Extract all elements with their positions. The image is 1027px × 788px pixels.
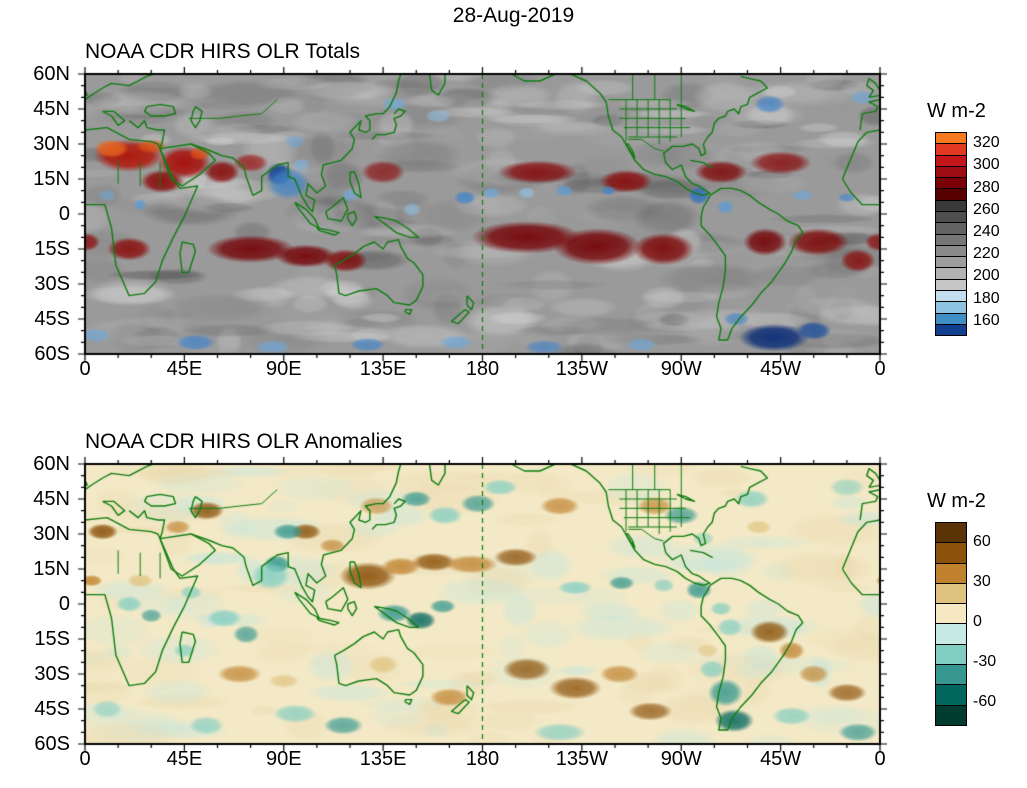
colorbar-segment: [936, 313, 966, 325]
colorbar-segment: [936, 245, 966, 258]
colorbar-tick-label: 0: [973, 613, 982, 630]
colorbar-segment: [936, 604, 966, 625]
lat-tick-label: 60S: [34, 733, 70, 755]
lon-tick-label: 45E: [166, 358, 203, 380]
colorbar-segment: [936, 223, 966, 235]
colorbar-segment: [936, 624, 966, 645]
colorbar-segment: [936, 211, 966, 224]
lat-tick-label: 45N: [33, 98, 70, 120]
lon-tick-label: 180: [465, 358, 500, 380]
colorbar-segment: [936, 279, 966, 291]
colorbar-scale: [935, 522, 967, 726]
lat-tick-label: 15S: [34, 238, 70, 260]
colorbar-tick-label: 240: [973, 223, 1000, 240]
lat-tick-label: 0: [58, 203, 70, 225]
colorbar-segment: [936, 705, 966, 725]
lon-tick-label: 90E: [265, 358, 302, 380]
lon-tick-label: 135E: [359, 358, 407, 380]
colorbar-segment: [936, 144, 966, 156]
colorbar-units-label: W m-2: [927, 100, 986, 122]
colorbar-tick-label: -30: [973, 653, 997, 670]
colorbar-segment: [936, 523, 966, 544]
lon-tick-label: 0: [874, 358, 886, 380]
lon-tick-label: 45E: [166, 748, 203, 770]
lat-tick-label: 30N: [33, 523, 70, 545]
lat-tick-label: 45S: [34, 308, 70, 330]
colorbar-scale: [935, 132, 967, 336]
colorbar-segment: [936, 324, 966, 336]
lon-tick-label: 0: [79, 748, 91, 770]
lat-tick-label: 15S: [34, 628, 70, 650]
colorbar-segment: [936, 257, 966, 269]
lon-tick-label: 45W: [760, 358, 802, 380]
colorbar-segment: [936, 583, 966, 605]
colorbar-tick-label: 300: [973, 156, 1000, 174]
lat-tick-label: 15N: [33, 168, 70, 190]
colorbar-segment: [936, 200, 966, 212]
colorbar-segment: [936, 189, 966, 201]
lon-tick-label: 90W: [660, 358, 702, 380]
colorbar-tick-label: 220: [973, 245, 1000, 263]
lat-tick-label: 60N: [33, 63, 70, 85]
lat-tick-label: 15N: [33, 558, 70, 580]
lon-tick-label: 45W: [760, 748, 802, 770]
lat-tick-label: 45N: [33, 488, 70, 510]
colorbar-tick-label: -60: [973, 693, 997, 710]
lon-tick-label: 135E: [359, 748, 407, 770]
colorbar-segment: [936, 268, 966, 280]
colorbar-segment: [936, 155, 966, 167]
colorbar-segment: [936, 133, 966, 145]
colorbar-segment: [936, 234, 966, 246]
colorbar-segment: [936, 644, 966, 666]
lon-tick-label: 0: [874, 748, 886, 770]
lat-tick-label: 30S: [34, 273, 70, 295]
colorbar-tick-label: 30: [973, 573, 991, 590]
colorbar-units-label: W m-2: [927, 490, 986, 512]
lon-tick-label: 90W: [660, 748, 702, 770]
lon-tick-label: 135W: [555, 358, 608, 380]
lon-tick-label: 90E: [265, 748, 302, 770]
colorbar-segment: [936, 563, 966, 584]
colorbar-tick-label: 160: [973, 311, 1000, 329]
panel-title-totals: NOAA CDR HIRS OLR Totals: [85, 40, 361, 63]
date-title: 28-Aug-2019: [452, 4, 575, 27]
colorbar-segment: [936, 685, 966, 706]
map-canvas-totals: [75, 64, 890, 364]
colorbar-tick-label: 320: [973, 134, 1000, 152]
panel-totals: NOAA CDR HIRS OLR Totals W m-2 60N 45N 30N…: [0, 40, 1027, 434]
lat-tick-label: 0: [58, 593, 70, 615]
colorbar-segment: [936, 178, 966, 190]
colorbar-tick-label: 200: [973, 267, 1000, 285]
colorbar-tick-label: 180: [973, 289, 1000, 307]
colorbar-segment: [936, 166, 966, 179]
colorbar-segment: [936, 543, 966, 564]
lon-tick-label: 0: [79, 358, 91, 380]
panel-anomalies: NOAA CDR HIRS OLR Anomalies W m-2 60N 45N…: [0, 430, 1027, 788]
lat-tick-label: 60N: [33, 453, 70, 475]
colorbar-segment: [936, 290, 966, 303]
panel-title-anomalies: NOAA CDR HIRS OLR Anomalies: [85, 430, 403, 453]
map-canvas-anomalies: [75, 454, 890, 754]
lon-tick-label: 180: [465, 748, 500, 770]
colorbar-tick-label: 260: [973, 200, 1000, 218]
lat-tick-label: 45S: [34, 698, 70, 720]
lat-tick-label: 30N: [33, 133, 70, 155]
lat-tick-label: 30S: [34, 663, 70, 685]
lon-tick-label: 135W: [555, 748, 608, 770]
lat-tick-label: 60S: [34, 343, 70, 365]
colorbar-segment: [936, 665, 966, 686]
colorbar-tick-label: 280: [973, 178, 1000, 196]
colorbar-tick-label: 60: [973, 533, 991, 550]
colorbar-segment: [936, 302, 966, 314]
